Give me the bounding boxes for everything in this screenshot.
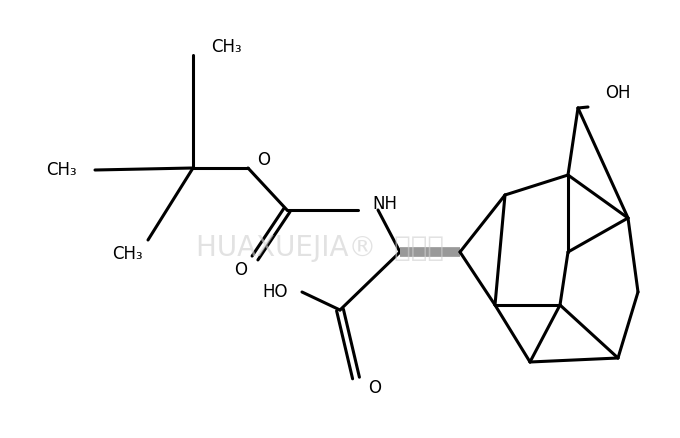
Text: O: O [257, 151, 270, 169]
Text: OH: OH [605, 84, 630, 102]
Text: CH₃: CH₃ [211, 38, 241, 56]
Text: NH: NH [372, 195, 397, 213]
Text: O: O [235, 261, 248, 279]
Text: HUAXUEJIA®  化学加: HUAXUEJIA® 化学加 [196, 234, 444, 262]
Text: CH₃: CH₃ [112, 245, 143, 263]
Text: O: O [368, 379, 381, 397]
Text: HO: HO [262, 283, 288, 301]
Text: CH₃: CH₃ [46, 161, 77, 179]
